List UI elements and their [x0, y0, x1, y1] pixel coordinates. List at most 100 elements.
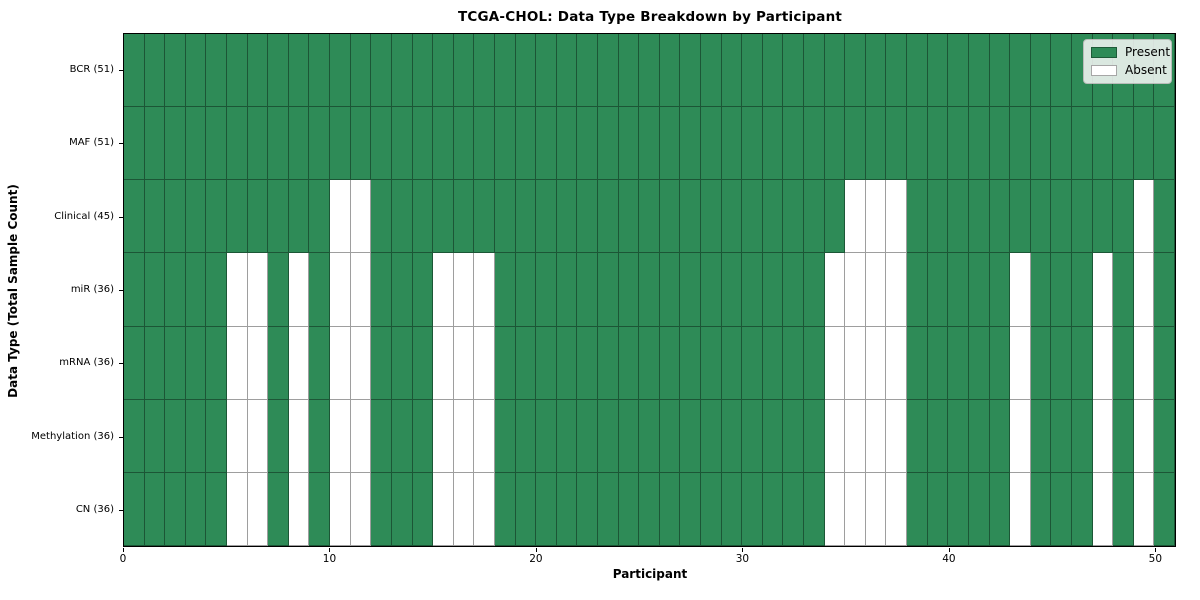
heatmap-cell	[886, 34, 908, 108]
x-tick-mark	[123, 548, 124, 552]
legend-entry: Absent	[1091, 64, 1167, 77]
heatmap-cell	[865, 472, 887, 546]
y-tick-mark	[119, 363, 123, 365]
heatmap-cell	[185, 253, 207, 327]
heatmap-cell	[597, 326, 619, 400]
heatmap-cell	[350, 399, 372, 473]
heatmap-cell	[762, 180, 784, 254]
heatmap-cell	[185, 107, 207, 181]
heatmap-cell	[968, 399, 990, 473]
heatmap-cell	[1010, 34, 1031, 108]
heatmap-cell	[309, 34, 331, 108]
heatmap-cell	[206, 326, 228, 400]
heatmap-cell	[144, 472, 166, 546]
heatmap-cell	[989, 472, 1011, 546]
heatmap-cell	[968, 107, 990, 181]
heatmap-cell	[1071, 399, 1093, 473]
heatmap-cell	[597, 180, 619, 254]
heatmap-cell	[536, 107, 557, 181]
heatmap-cell	[124, 253, 145, 327]
heatmap-cell	[762, 326, 784, 400]
heatmap-cell	[309, 253, 331, 327]
heatmap-cell	[968, 326, 990, 400]
heatmap-cell	[804, 399, 825, 473]
heatmap-cell	[227, 399, 248, 473]
heatmap-cell	[577, 34, 598, 108]
heatmap-cell	[288, 253, 310, 327]
heatmap-cell	[412, 34, 434, 108]
heatmap-cell	[371, 34, 392, 108]
y-tick-mark	[119, 216, 123, 218]
heatmap-cell	[536, 253, 557, 327]
heatmap-cell	[247, 472, 269, 546]
heatmap-cell	[391, 107, 413, 181]
heatmap-cell	[371, 180, 392, 254]
heatmap-cell	[1113, 107, 1134, 181]
heatmap-cell	[227, 253, 248, 327]
heatmap-cell	[968, 34, 990, 108]
heatmap-cell	[783, 472, 805, 546]
heatmap-cell	[824, 472, 846, 546]
heatmap-cell	[639, 326, 660, 400]
heatmap-cell	[804, 472, 825, 546]
heatmap-cell	[577, 180, 598, 254]
heatmap-cell	[247, 253, 269, 327]
heatmap-cell	[907, 472, 928, 546]
heatmap-cell	[391, 180, 413, 254]
heatmap-cell	[680, 180, 702, 254]
heatmap-cell	[206, 472, 228, 546]
heatmap-cell	[453, 253, 475, 327]
heatmap-cell	[680, 253, 702, 327]
heatmap-cell	[474, 107, 495, 181]
heatmap-cell	[845, 180, 866, 254]
heatmap-cell	[701, 399, 722, 473]
heatmap-cell	[721, 34, 743, 108]
heatmap-cell	[227, 107, 248, 181]
heatmap-cell	[247, 326, 269, 400]
heatmap-cell	[659, 253, 681, 327]
heatmap-cell	[577, 107, 598, 181]
heatmap-cell	[1133, 399, 1155, 473]
y-tick-mark	[119, 290, 123, 291]
heatmap-cell	[288, 34, 310, 108]
heatmap-cell	[1071, 253, 1093, 327]
heatmap-cell	[330, 34, 351, 108]
heatmap-cell	[639, 253, 660, 327]
heatmap-cell	[124, 326, 145, 400]
heatmap-cell	[1030, 107, 1052, 181]
heatmap-cell	[474, 326, 495, 400]
x-tick-label: 20	[529, 553, 543, 565]
heatmap-cell	[288, 107, 310, 181]
heatmap-cell	[948, 326, 969, 400]
heatmap-cell	[680, 326, 702, 400]
heatmap-cell	[556, 326, 578, 400]
heatmap-cell	[536, 180, 557, 254]
heatmap-cell	[206, 399, 228, 473]
heatmap-cell	[762, 399, 784, 473]
heatmap-cell	[268, 107, 289, 181]
heatmap-cell	[721, 180, 743, 254]
heatmap-cell	[536, 34, 557, 108]
heatmap-cell	[659, 326, 681, 400]
y-tick-label: Methylation (36)	[31, 430, 114, 442]
heatmap-cell	[556, 107, 578, 181]
heatmap-cell	[742, 34, 763, 108]
heatmap-cell	[515, 180, 537, 254]
heatmap-cell	[618, 326, 640, 400]
heatmap-cell	[927, 107, 949, 181]
heatmap-cell	[330, 326, 351, 400]
heatmap-cell	[1071, 326, 1093, 400]
x-tick-mark	[948, 548, 950, 552]
heatmap-cell	[412, 399, 434, 473]
heatmap-cell	[206, 253, 228, 327]
heatmap-cell	[268, 399, 289, 473]
heatmap-cell	[371, 399, 392, 473]
heatmap-cell	[1051, 326, 1072, 400]
heatmap-cell	[515, 253, 537, 327]
heatmap-cell	[536, 326, 557, 400]
heatmap-cell	[721, 472, 743, 546]
heatmap-cell	[783, 253, 805, 327]
heatmap-cell	[824, 326, 846, 400]
heatmap-cell	[494, 107, 516, 181]
heatmap-cell	[742, 107, 763, 181]
